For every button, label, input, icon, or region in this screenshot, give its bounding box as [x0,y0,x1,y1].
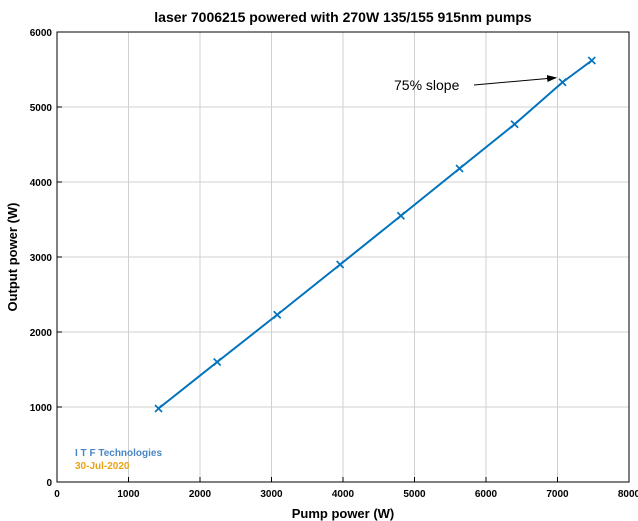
data-point-marker [154,404,163,413]
y-tick-label: 0 [46,478,52,489]
x-tick-label: 4000 [332,489,355,500]
x-tick-label: 8000 [618,489,638,500]
watermark-date: 30-Jul-2020 [75,461,130,472]
x-tick-label: 1000 [117,489,140,500]
series-group [154,56,596,413]
x-tick-label: 0 [54,489,60,500]
y-tick-label: 2000 [30,328,53,339]
slope-annotation-arrow [473,75,558,86]
data-point-marker [213,357,222,367]
y-axis-label: Output power (W) [5,202,20,311]
data-point-marker [273,310,282,319]
data-point-marker [510,120,519,129]
y-tick-label: 4000 [30,178,53,189]
y-tick-label: 6000 [30,28,53,39]
data-point-marker [336,260,345,269]
y-tick-label: 3000 [30,253,53,264]
x-tick-label: 2000 [189,489,212,500]
data-point-marker [455,164,464,173]
data-point-marker [396,211,405,220]
watermark-company: I T F Technologies [75,448,162,459]
slope-annotation-text: 75% slope [394,77,460,93]
x-tick-label: 7000 [546,489,569,500]
x-tick-label: 6000 [475,489,498,500]
data-point-marker [558,78,567,87]
grid [57,32,629,482]
x-axis-label: Pump power (W) [292,506,395,521]
x-tick-label: 5000 [403,489,426,500]
y-tick-label: 1000 [30,403,53,414]
data-point-marker [587,56,596,65]
plot-frame [56,31,630,483]
y-tick-label: 5000 [30,103,53,114]
axis-ticks: 0 1000 2000 3000 4000 5000 6000 7000 8000 0 1000 20… [30,28,638,500]
x-tick-label: 3000 [260,489,283,500]
chart-title: laser 7006215 powered with 270W 135/155 … [154,9,532,25]
